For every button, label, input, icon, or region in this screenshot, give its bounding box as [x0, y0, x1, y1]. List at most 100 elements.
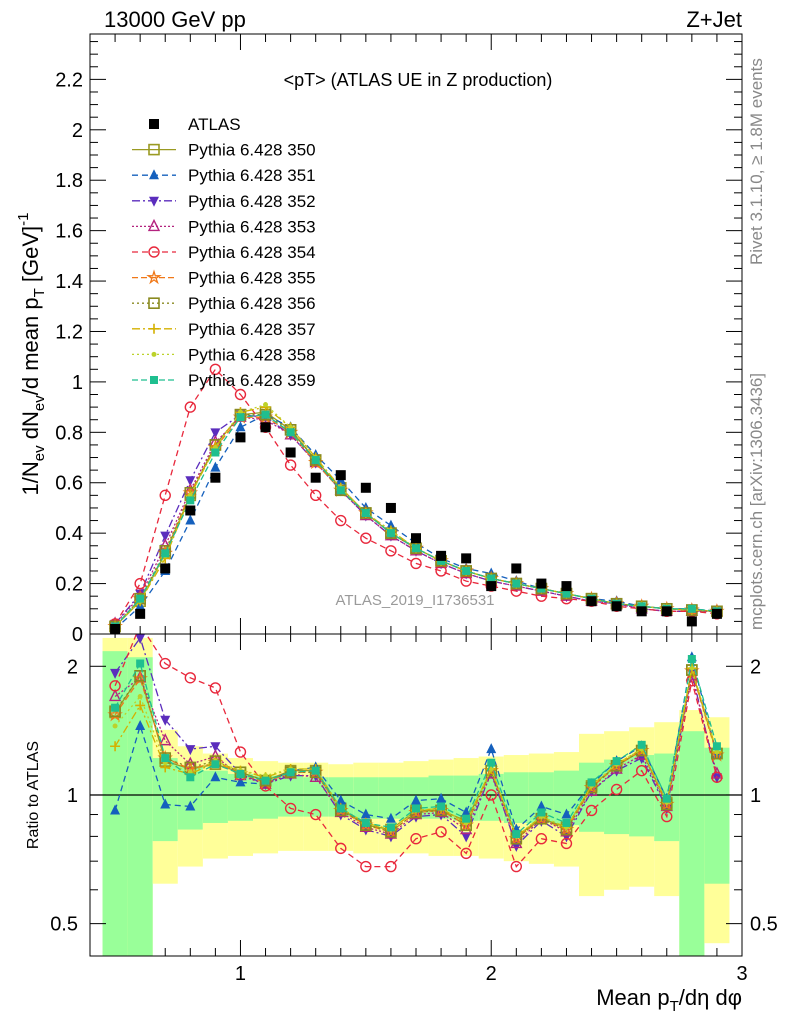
legend-marker [149, 323, 159, 334]
atlas-point [385, 502, 396, 513]
legend-marker [149, 169, 159, 180]
atlas-point [135, 608, 146, 619]
legend-marker [149, 196, 159, 207]
legend-marker [147, 218, 161, 232]
series-point [437, 556, 446, 565]
atlas-point [235, 432, 246, 443]
ratio-point [712, 742, 721, 751]
atlas-point [586, 596, 597, 607]
atlas-point [686, 616, 697, 627]
ratio-point [537, 808, 546, 817]
atlas-point [411, 533, 421, 544]
ratio-point [335, 794, 346, 805]
series-point [160, 531, 171, 542]
band-inner [378, 777, 404, 819]
ratio-point [135, 700, 146, 711]
y-tick-label: 1.6 [55, 221, 83, 243]
legend-label: Pythia 6.428 352 [188, 192, 316, 211]
series-point [185, 514, 196, 525]
ratio-point [714, 749, 720, 755]
series-point [210, 428, 221, 439]
series-point [336, 486, 345, 495]
atlas-point [160, 563, 171, 574]
series-point [537, 584, 546, 593]
energy-label: 13000 GeV pp [104, 7, 246, 32]
ratio-marks [90, 634, 742, 873]
mcplots-label: mcplots.cern.ch [arXiv:1306.3436] [747, 373, 766, 630]
x-axis-label: Mean pT/dη dφ [596, 985, 742, 1015]
ratio-point [385, 860, 397, 873]
series-point [261, 410, 270, 419]
series-point [286, 428, 295, 437]
series-point [184, 401, 197, 413]
ratio-point [110, 668, 121, 679]
ratio-point [136, 659, 145, 668]
ratio-point [561, 808, 572, 819]
ratio-point [159, 657, 171, 670]
series-point [487, 574, 496, 583]
ratio-point [460, 847, 472, 860]
ratio-point [585, 804, 598, 817]
main-panel: 0 0.2 0.4 0.6 0.8 1 1.2 1.4 1.6 1.8 2 2.2 1 2 3 <pT> (… [15, 33, 748, 985]
series-point [385, 519, 396, 530]
y-tick-label: 1.4 [55, 271, 83, 293]
series-point [637, 602, 646, 611]
series-point [360, 532, 372, 544]
atlas-point [511, 563, 522, 574]
ratio-point [110, 741, 121, 752]
band-inner [278, 775, 304, 817]
y-tick-label: 0.2 [55, 574, 83, 596]
series-point [263, 402, 269, 408]
ratio-point [111, 703, 120, 712]
ratio-point [235, 776, 246, 787]
ratio-point [261, 776, 270, 785]
series-point [562, 589, 571, 598]
ratio-panel: 0.5 0.5 1 1 2 2 Ratio to ATLAS [25, 633, 778, 957]
atlas-point [360, 482, 371, 493]
series-line [114, 368, 717, 625]
ratio-y-tick-label-right: 2 [750, 656, 761, 678]
series-point [512, 579, 521, 588]
atlas-point [335, 470, 346, 481]
ratio-axis-ticks: 0.5 0.5 1 1 2 2 [50, 656, 778, 935]
series-point [284, 459, 297, 471]
x-tick-label: 3 [736, 963, 747, 985]
ratio-point [286, 768, 295, 777]
series-point [386, 529, 395, 538]
ratio-point [110, 804, 121, 815]
ratio-point [109, 680, 121, 692]
series-point [236, 413, 245, 422]
watermark: ATLAS_2019_I1736531 [335, 592, 494, 609]
legend-label: Pythia 6.428 350 [188, 141, 316, 160]
atlas-point [661, 606, 672, 617]
series-point [136, 594, 145, 603]
ratio-point [184, 672, 197, 684]
ratio-point [185, 745, 196, 756]
legend-label: ATLAS [188, 115, 241, 134]
band-inner [102, 651, 128, 956]
main-marks [107, 363, 725, 634]
atlas-point [711, 608, 722, 619]
series-point [462, 566, 471, 575]
series-point [235, 421, 246, 432]
ratio-point [386, 823, 395, 832]
ratio-point [687, 655, 696, 664]
y-axis-label: 1/Nev dNev/d mean pT [GeV]-1 [15, 213, 48, 496]
y-tick-label: 1 [72, 372, 83, 394]
ratio-point [284, 802, 297, 815]
series-point [211, 448, 220, 457]
ratio-y-tick-label: 1 [67, 785, 78, 807]
atlas-point [561, 581, 572, 592]
ratio-point [536, 800, 547, 811]
main-axis-ticks: 0 0.2 0.4 0.6 0.8 1 1.2 1.4 1.6 1.8 2 2.2 1 2 3 [55, 34, 748, 985]
ratio-point [160, 715, 171, 726]
ratio-y-tick-label-right: 0.5 [750, 914, 778, 936]
series-point [309, 489, 322, 502]
ratio-point [311, 766, 320, 775]
y-tick-label: 1.8 [55, 170, 83, 192]
atlas-point [611, 601, 622, 612]
ratio-point [336, 804, 345, 813]
legend-marker [148, 297, 160, 310]
ratio-point [535, 833, 548, 845]
series-point [186, 496, 195, 505]
